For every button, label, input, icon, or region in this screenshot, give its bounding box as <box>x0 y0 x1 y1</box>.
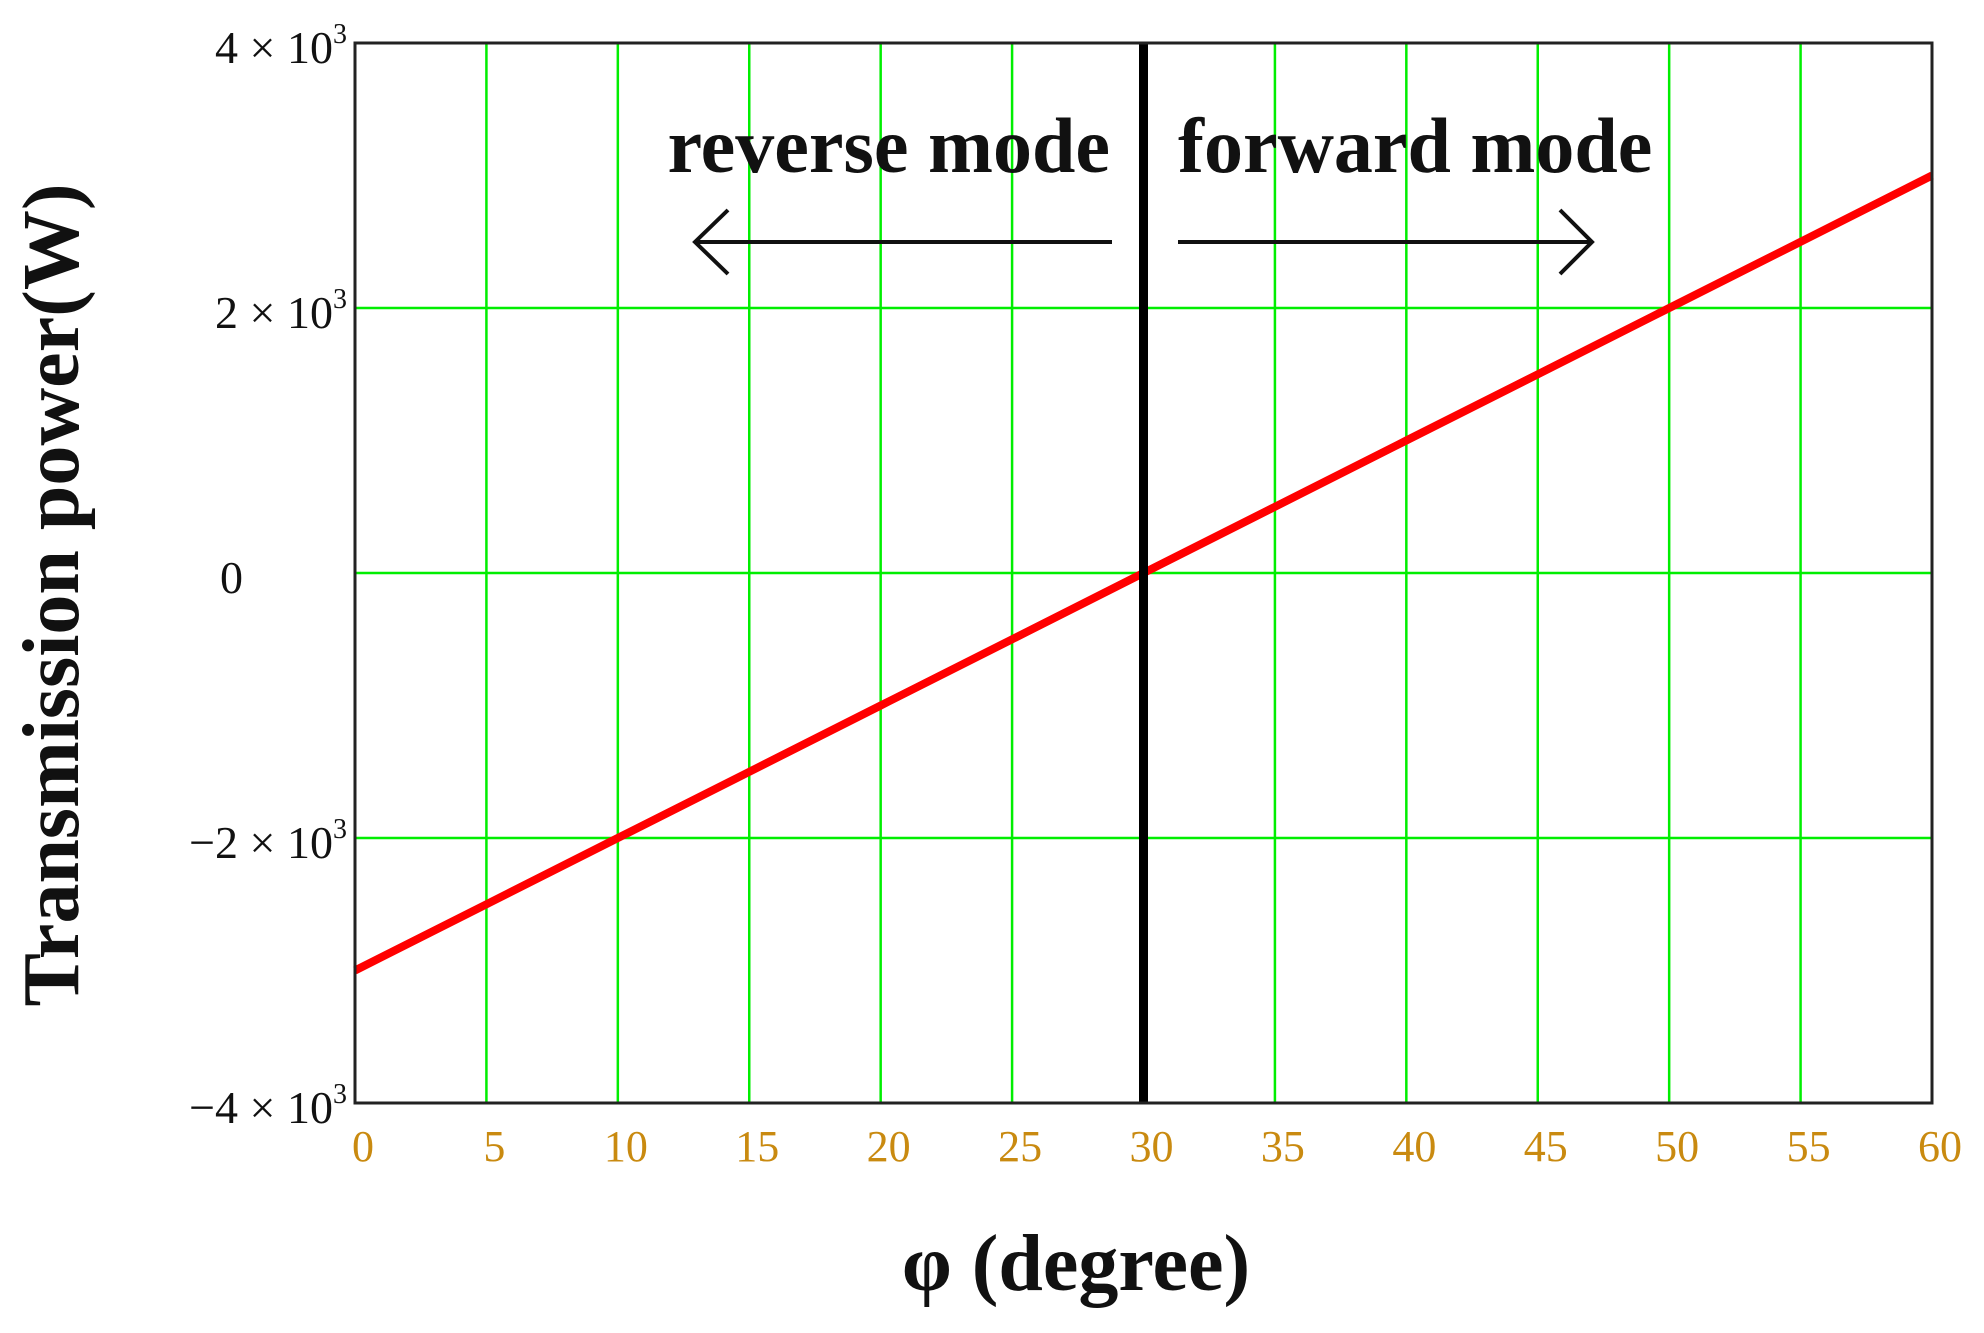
x-tick-label: 40 <box>1392 1122 1436 1171</box>
plot-frame <box>353 41 1934 1105</box>
x-tick-label: 5 <box>483 1122 505 1171</box>
x-tick-label: 50 <box>1655 1122 1699 1171</box>
title-layer: φ (degree) Transmission power(W) <box>8 184 1250 1308</box>
x-tick-label: 35 <box>1261 1122 1305 1171</box>
reverse-arrow <box>692 208 1112 276</box>
y-tick-label: 2 × 103 <box>215 284 347 338</box>
forward-mode-label: forward mode <box>1178 102 1652 189</box>
annotation-layer: reverse mode forward mode <box>667 102 1652 276</box>
x-tick-label: 15 <box>735 1122 779 1171</box>
forward-arrow <box>1178 208 1595 276</box>
y-tick-label: 4 × 103 <box>215 19 347 73</box>
y-axis-title: Transmission power(W) <box>8 184 96 1007</box>
y-tick-label: 0 <box>220 552 243 603</box>
x-tick-label: 60 <box>1918 1122 1962 1171</box>
y-tick-label: −4 × 103 <box>189 1079 347 1133</box>
x-axis-title: φ (degree) <box>902 1220 1250 1308</box>
frame-layer <box>353 41 1934 1105</box>
y-tick-label: −2 × 103 <box>189 814 347 868</box>
x-tick-label: 30 <box>1130 1122 1174 1171</box>
x-tick-label: 45 <box>1524 1122 1568 1171</box>
x-tick-label: 0 <box>352 1122 374 1171</box>
reverse-mode-label: reverse mode <box>667 102 1110 189</box>
x-tick-label: 20 <box>867 1122 911 1171</box>
x-tick-label: 55 <box>1787 1122 1831 1171</box>
x-tick-label: 25 <box>998 1122 1042 1171</box>
x-tick-label: 10 <box>604 1122 648 1171</box>
